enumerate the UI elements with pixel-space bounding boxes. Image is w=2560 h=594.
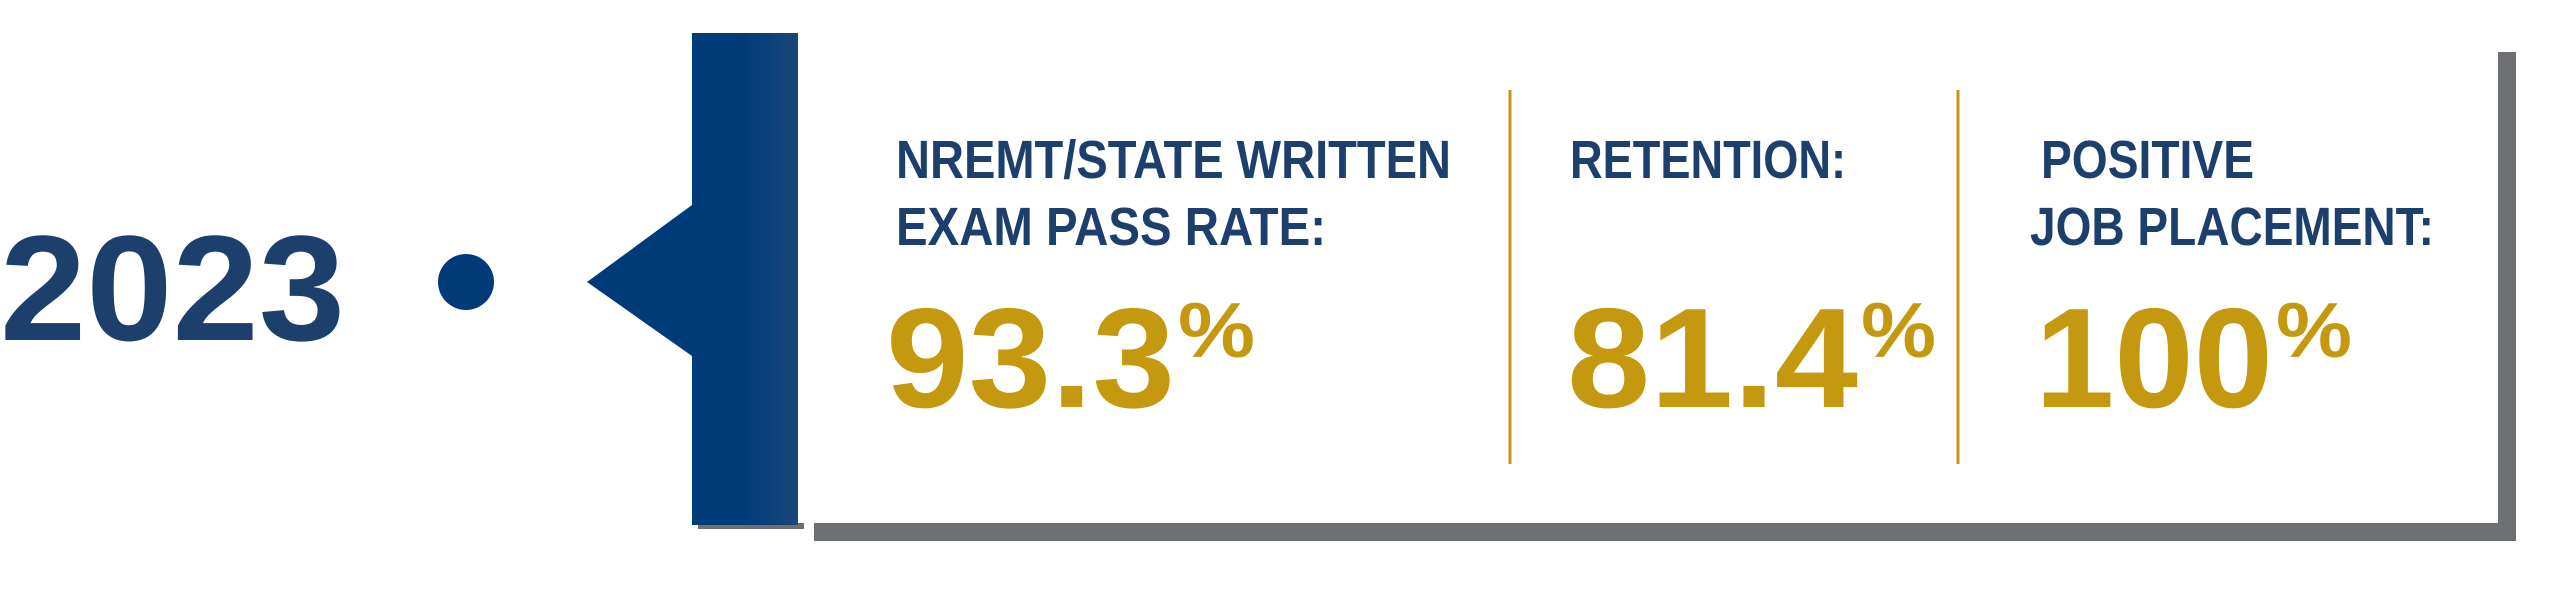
stat-value: 81.4 [1567, 279, 1858, 438]
stat-label: JOB PLACEMENT: [2030, 197, 2434, 257]
stat-unit: % [2276, 286, 2352, 374]
stat-label: NREMT/STATE WRITTEN [896, 130, 1451, 190]
stat-unit: % [1861, 286, 1936, 374]
stat-label: EXAM PASS RATE: [896, 197, 1326, 257]
stat-unit: % [1178, 286, 1255, 374]
stat-value: 100 [2035, 279, 2273, 438]
arrow-tab [587, 33, 798, 525]
shadow-tab [698, 523, 804, 529]
timeline-dot [438, 254, 494, 310]
shadow-bottom [814, 523, 2516, 541]
year: 2023 [0, 204, 345, 372]
stat-label: RETENTION: [1570, 130, 1846, 190]
shadow-right [2498, 52, 2516, 541]
stats: NREMT/STATE WRITTEN EXAM PASS RATE: 93.3 % R… [886, 130, 2434, 438]
stat-value: 93.3 [886, 279, 1175, 438]
stat-label: POSITIVE [2041, 130, 2254, 190]
